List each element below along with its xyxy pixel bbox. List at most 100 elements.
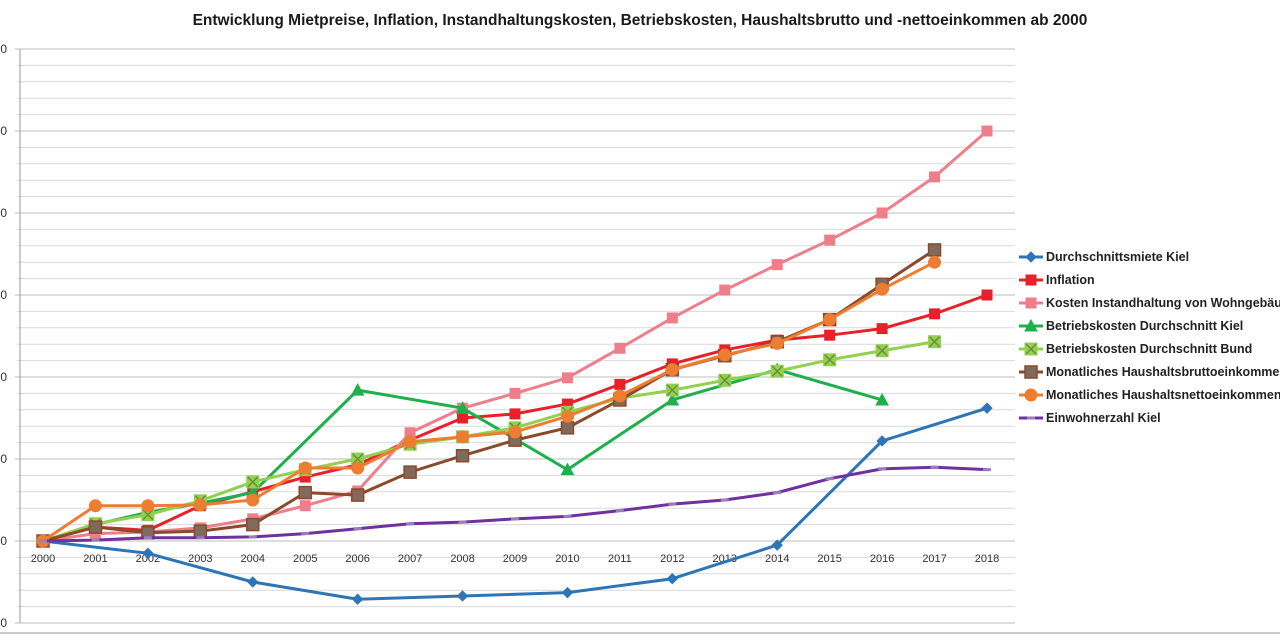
y-tick-label: 140	[0, 206, 7, 220]
legend-label: Einwohnerzahl Kiel	[1046, 410, 1161, 425]
data-point	[823, 313, 837, 327]
data-point-cross	[771, 365, 783, 377]
data-point	[196, 536, 205, 540]
legend-marker	[1025, 274, 1037, 285]
legend-item: Durchschnittsmiete Kiel	[1018, 245, 1280, 268]
y-tick-label: 150	[0, 124, 7, 138]
legend-swatch-icon	[1019, 250, 1043, 263]
x-tick-label: 2014	[765, 553, 789, 565]
data-point-cross	[719, 374, 731, 386]
data-point-cross	[666, 384, 678, 396]
data-point	[142, 547, 154, 560]
data-point	[560, 421, 575, 435]
x-tick-label: 2005	[293, 553, 317, 565]
data-point	[39, 539, 47, 543]
data-point	[246, 517, 260, 532]
data-point	[511, 517, 519, 521]
data-point	[350, 488, 365, 502]
legend-label: Monatliches Haushaltsnettoeinkommen	[1046, 387, 1280, 402]
data-point	[457, 412, 469, 424]
data-point	[927, 243, 942, 257]
x-tick-label: 2009	[503, 553, 527, 565]
data-point	[301, 532, 310, 536]
series-line	[42, 260, 936, 543]
data-point	[878, 467, 887, 471]
legend-swatch-icon	[1019, 416, 1043, 419]
data-point	[981, 125, 993, 137]
data-point	[88, 499, 102, 513]
data-point	[824, 329, 836, 341]
series-durchschnittsmiete-kiel	[37, 402, 993, 605]
data-point	[458, 520, 467, 524]
data-point	[563, 514, 572, 518]
legend-item: Einwohnerzahl Kiel	[1018, 406, 1280, 429]
legend-marker	[1025, 250, 1037, 263]
legend-marker	[1027, 416, 1035, 419]
data-point	[981, 402, 993, 414]
data-point	[613, 389, 627, 403]
data-point	[88, 520, 103, 534]
data-point	[143, 536, 152, 540]
series-betriebskosten-durchschnitt-bund	[36, 335, 942, 548]
data-point	[403, 435, 417, 449]
x-tick-label: 2016	[870, 553, 894, 565]
x-tick-label: 2006	[345, 553, 369, 565]
data-point	[299, 500, 311, 512]
legend-label: Betriebskosten Durchschnitt Kiel	[1046, 318, 1244, 333]
data-point	[718, 348, 732, 362]
x-tick-label: 2004	[241, 553, 265, 565]
data-point	[508, 425, 522, 439]
series-einwohnerzahl-kiel	[39, 465, 991, 543]
data-point-cross	[929, 336, 941, 348]
legend-item: Betriebskosten Durchschnitt Bund	[1018, 337, 1280, 360]
data-point	[875, 282, 889, 296]
data-point	[665, 392, 680, 406]
data-point	[141, 499, 155, 513]
data-point	[876, 435, 888, 447]
data-point	[614, 342, 626, 354]
y-tick-label: 160	[0, 42, 7, 56]
legend-swatch-icon	[1019, 364, 1043, 379]
data-point	[771, 259, 783, 271]
data-point	[666, 312, 678, 324]
data-point	[298, 485, 312, 500]
data-point	[351, 593, 364, 605]
data-point	[614, 378, 626, 390]
data-point-cross	[352, 453, 364, 465]
legend-swatch-icon	[1019, 274, 1043, 285]
data-point	[560, 462, 575, 476]
data-point	[824, 234, 836, 246]
data-point	[353, 527, 362, 531]
y-tick-label: 90	[0, 616, 7, 630]
series-kosten-instandhaltung-von-wohngeb-uden	[37, 125, 993, 547]
data-point	[406, 522, 415, 526]
x-tick-label: 2012	[660, 553, 684, 565]
data-point	[983, 468, 991, 472]
data-point	[509, 408, 521, 420]
data-point	[248, 535, 257, 539]
y-tick-label: 120	[0, 370, 7, 384]
legend-marker	[1024, 318, 1038, 331]
data-point	[456, 590, 469, 602]
x-tick-label: 2003	[188, 553, 212, 565]
chart-legend: Durchschnittsmiete Kiel Inflation Kosten I…	[1018, 245, 1280, 429]
legend-label: Betriebskosten Durchschnitt Bund	[1046, 341, 1253, 356]
data-point	[928, 255, 942, 269]
y-tick-label: 100	[0, 534, 7, 548]
legend-label: Inflation	[1046, 272, 1095, 287]
data-point	[666, 573, 679, 585]
data-point	[403, 465, 417, 479]
data-point	[509, 387, 521, 399]
data-point	[298, 461, 312, 475]
x-tick-label: 2015	[817, 553, 841, 565]
x-tick-label: 2013	[713, 553, 737, 565]
data-point	[773, 491, 782, 495]
data-point	[668, 502, 677, 506]
x-tick-label: 2000	[31, 553, 55, 565]
data-point-cross	[824, 354, 836, 366]
legend-swatch-icon	[1019, 297, 1043, 308]
data-point	[876, 207, 888, 219]
legend-marker	[1025, 297, 1037, 308]
legend-swatch-icon	[1019, 342, 1043, 355]
chart-title: Entwicklung Mietpreise, Inflation, Insta…	[192, 12, 1088, 29]
